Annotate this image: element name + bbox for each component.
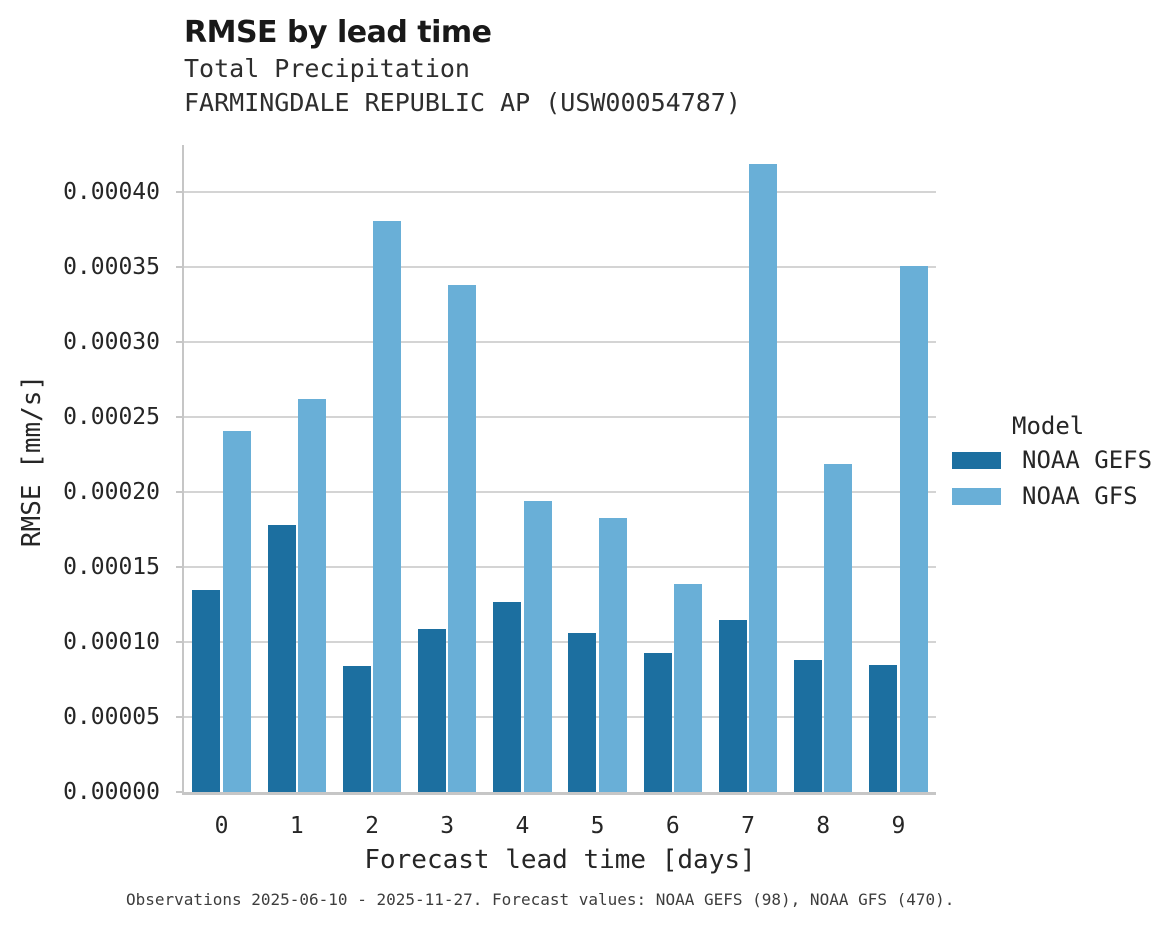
bar-noaa-gfs-lead-6 [674,583,702,792]
y-tick-label: 0.00040 [63,179,160,205]
bar-noaa-gefs-lead-3 [418,628,446,792]
gridline [184,491,936,493]
bar-noaa-gefs-lead-8 [794,660,822,792]
gridline [184,266,936,268]
y-tick-label: 0.00025 [63,404,160,430]
y-tick-label: 0.00020 [63,479,160,505]
y-tick-label: 0.00035 [63,254,160,280]
bar-noaa-gefs-lead-5 [568,633,597,792]
x-tick-label: 4 [515,813,530,839]
legend: Model NOAA GEFS NOAA GFS [950,410,1175,514]
x-axis-title: Forecast lead time [days] [364,845,756,875]
y-tick-label: 0.00000 [63,779,160,805]
legend-item-label: NOAA GEFS [1022,446,1153,474]
bar-noaa-gefs-lead-9 [869,664,898,792]
y-axis-tick-labels: 0.00000 0.00005 0.00010 0.00015 0.00020 0.000… [0,145,160,805]
legend-swatch-noaa-gefs [952,451,1001,469]
gridline [184,341,936,343]
y-tick-mark [176,791,182,793]
x-tick-label: 8 [816,813,831,839]
y-tick-mark [176,641,182,643]
y-tick-mark [176,566,182,568]
x-axis-spine [182,792,936,795]
x-tick-label: 3 [440,813,455,839]
y-tick-label: 0.00015 [63,554,160,580]
bar-noaa-gfs-lead-4 [523,501,552,792]
legend-item: NOAA GFS [950,478,1175,514]
bar-noaa-gefs-lead-0 [192,589,221,792]
y-tick-mark [176,341,182,343]
plot-area [176,145,936,795]
y-tick-mark [176,491,182,493]
x-axis-tick-labels: 0 1 2 3 4 5 6 7 8 9 [184,808,936,840]
y-tick-mark [176,416,182,418]
y-tick-label: 0.00030 [63,329,160,355]
x-tick-label: 2 [365,813,379,839]
x-tick-label: 1 [289,813,304,839]
legend-swatch-noaa-gfs [952,487,1001,505]
gridline [184,641,936,643]
bar-noaa-gefs-lead-7 [718,619,747,792]
bar-noaa-gfs-lead-3 [448,285,477,792]
bar-noaa-gefs-lead-4 [493,601,522,792]
y-tick-label: 0.00010 [63,629,160,655]
chart-title: RMSE by lead time [184,15,492,50]
chart-subtitle-variable: Total Precipitation [184,54,470,83]
bar-noaa-gfs-lead-1 [298,399,326,792]
bar-noaa-gfs-lead-5 [598,517,627,792]
legend-item-label: NOAA GFS [1022,482,1138,510]
bar-noaa-gfs-lead-7 [749,163,778,792]
footer-caption: Observations 2025-06-10 - 2025-11-27. Fo… [126,890,955,909]
legend-item: NOAA GEFS [950,442,1175,478]
legend-title: Model [1012,412,1085,440]
gridline [184,191,936,193]
x-tick-label: 6 [665,813,680,839]
x-tick-label: 9 [891,813,906,839]
title-block: RMSE by lead time Total Precipitation FA… [184,14,741,120]
chart-subtitle-station: FARMINGDALE REPUBLIC AP (USW00054787) [184,88,741,117]
bar-noaa-gefs-lead-2 [342,666,371,792]
bar-noaa-gfs-lead-0 [222,430,251,792]
y-axis-spine [182,145,184,795]
bar-noaa-gefs-lead-1 [267,525,296,792]
x-tick-label: 7 [741,813,755,839]
gridline [184,416,936,418]
y-tick-label: 0.00005 [63,704,160,730]
bar-noaa-gefs-lead-6 [643,652,672,792]
gridline [184,566,936,568]
bar-noaa-gfs-lead-9 [899,265,928,792]
bar-noaa-gfs-lead-8 [824,463,853,792]
gridline [184,716,936,718]
y-tick-mark [176,266,182,268]
bar-noaa-gfs-lead-2 [373,220,402,792]
y-tick-mark [176,716,182,718]
y-tick-mark [176,191,182,193]
x-tick-label: 5 [590,813,605,839]
x-tick-label: 0 [214,813,229,839]
